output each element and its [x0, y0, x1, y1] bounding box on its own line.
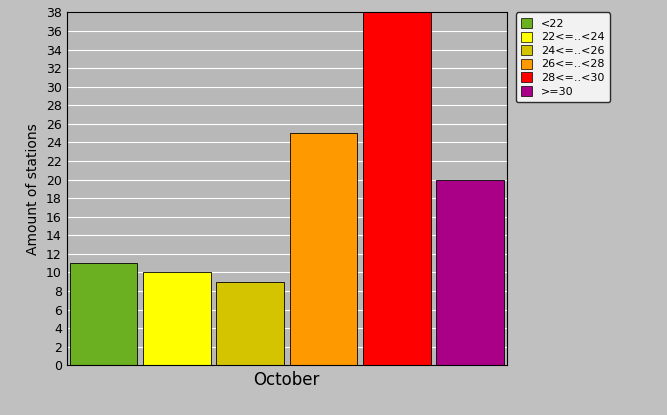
Bar: [69, 263, 137, 365]
Legend: <22, 22<=..<24, 24<=..<26, 26<=..<28, 28<=..<30, >=30: <22, 22<=..<24, 24<=..<26, 26<=..<28, 28…: [516, 12, 610, 102]
Bar: [436, 180, 504, 365]
Bar: [289, 133, 358, 365]
Bar: [143, 272, 211, 365]
Bar: [363, 12, 431, 365]
Bar: [216, 282, 284, 365]
X-axis label: October: October: [253, 371, 320, 389]
Y-axis label: Amount of stations: Amount of stations: [27, 123, 41, 255]
